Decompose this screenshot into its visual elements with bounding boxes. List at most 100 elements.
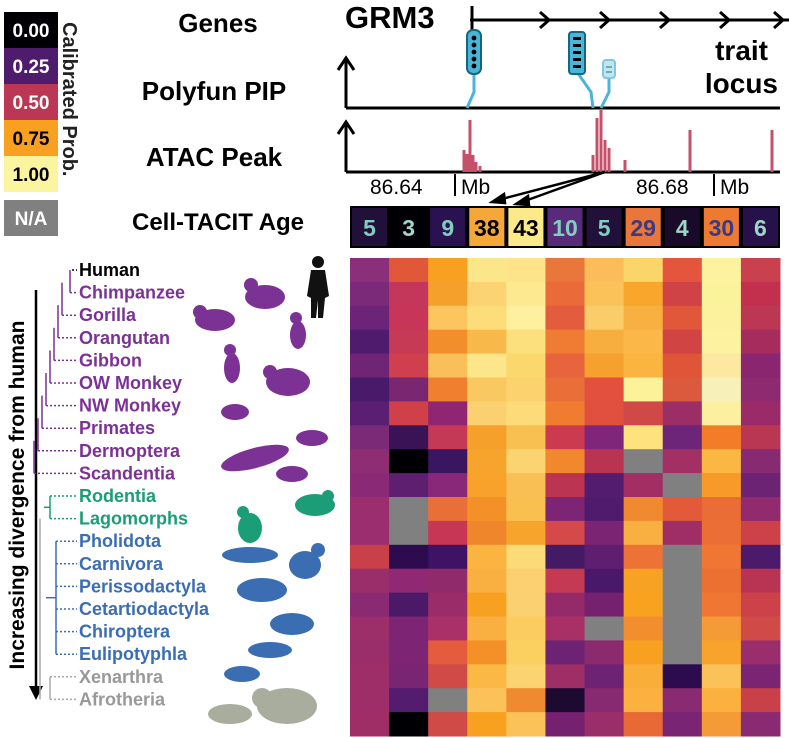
heatmap-cell bbox=[506, 377, 546, 402]
heatmap-cell bbox=[584, 544, 625, 570]
species-label: Chimpanzee bbox=[79, 283, 185, 303]
heatmap-cell bbox=[506, 664, 546, 689]
age-value: 3 bbox=[402, 215, 415, 241]
heatmap-cell bbox=[740, 712, 781, 737]
age-value: 9 bbox=[441, 215, 454, 241]
heatmap-cell bbox=[584, 712, 625, 737]
heatmap-cell bbox=[623, 592, 664, 617]
heatmap-cell bbox=[350, 473, 390, 498]
heatmap-cell bbox=[545, 592, 586, 617]
age-cell bbox=[586, 208, 622, 246]
heatmap-cell bbox=[701, 712, 742, 737]
heatmap-cell bbox=[701, 305, 742, 331]
heatmap-cell bbox=[506, 568, 546, 594]
atac-track bbox=[336, 110, 780, 174]
heatmap-cell bbox=[584, 616, 625, 641]
legend-stop-label: 0.75 bbox=[13, 129, 50, 150]
heatmap-cell bbox=[623, 329, 664, 355]
legend-swatch bbox=[4, 84, 58, 120]
heatmap-cell bbox=[350, 664, 390, 689]
species-label: OW Monkey bbox=[79, 373, 182, 393]
heatmap-cell bbox=[701, 640, 742, 665]
heatmap-cell bbox=[545, 688, 586, 713]
heatmap-cell bbox=[428, 497, 468, 522]
heatmap-cell bbox=[740, 449, 781, 474]
heatmap-cell bbox=[389, 616, 429, 641]
heatmap-cell bbox=[428, 520, 468, 546]
age-cell bbox=[430, 208, 466, 246]
age-cell bbox=[391, 208, 427, 246]
heatmap-cell bbox=[428, 616, 468, 641]
species-label: Chiroptera bbox=[79, 622, 171, 642]
heatmap-cell bbox=[389, 305, 429, 331]
heatmap-cell bbox=[740, 425, 781, 450]
species-label: Human bbox=[79, 260, 140, 280]
heatmap-cell bbox=[584, 640, 625, 665]
heatmap-cell bbox=[584, 520, 625, 546]
heatmap-cell bbox=[506, 544, 546, 570]
heatmap-cell bbox=[623, 497, 664, 522]
heatmap-cell bbox=[740, 664, 781, 689]
heatmap-cell bbox=[701, 329, 742, 355]
heatmap-cell bbox=[584, 497, 625, 522]
heatmap-cell bbox=[701, 592, 742, 617]
heatmap-cell bbox=[740, 544, 781, 570]
legend-swatch bbox=[4, 120, 58, 156]
heatmap-cell bbox=[545, 520, 586, 546]
age-value: 10 bbox=[552, 215, 578, 241]
species-label: Orangutan bbox=[79, 328, 170, 348]
heatmap-cell bbox=[701, 281, 742, 307]
heatmap-cell bbox=[662, 377, 703, 402]
heatmap-cell bbox=[428, 544, 468, 570]
heatmap-cell bbox=[389, 640, 429, 665]
heatmap-cell bbox=[467, 520, 507, 546]
heatmap-cell bbox=[506, 473, 546, 498]
heatmap-cell bbox=[662, 497, 703, 522]
legend-stop-label: 1.00 bbox=[13, 165, 50, 186]
heatmap-cell bbox=[467, 353, 507, 378]
heatmap-cell bbox=[662, 664, 703, 689]
heatmap-cell bbox=[428, 640, 468, 665]
heatmap-cell bbox=[584, 401, 625, 426]
heatmap-cell bbox=[701, 497, 742, 522]
heatmap-cell bbox=[350, 425, 390, 450]
heatmap-cell bbox=[623, 664, 664, 689]
species-label: Eulipotyphla bbox=[79, 644, 188, 664]
heatmap-cell bbox=[623, 425, 664, 450]
age-value: 30 bbox=[709, 215, 735, 241]
species-label: Dermoptera bbox=[79, 441, 181, 461]
heatmap-cell bbox=[506, 449, 546, 474]
heatmap-cell bbox=[701, 425, 742, 450]
heatmap-cell bbox=[623, 377, 664, 402]
polyfun-track bbox=[336, 29, 780, 110]
species-label: NW Monkey bbox=[79, 396, 181, 416]
heatmap-cell bbox=[662, 592, 703, 617]
primate-silhouettes bbox=[193, 278, 328, 482]
heatmap-cell bbox=[428, 401, 468, 426]
heatmap-cell bbox=[545, 616, 586, 641]
heatmap-cell bbox=[623, 281, 664, 307]
heatmap-cell bbox=[389, 258, 429, 283]
heatmap-cell bbox=[662, 449, 703, 474]
glires-silhouettes bbox=[237, 490, 335, 543]
heatmap-cell bbox=[740, 520, 781, 546]
heatmap-cell bbox=[545, 258, 586, 283]
heatmap-cell bbox=[740, 401, 781, 426]
heatmap-cell bbox=[662, 305, 703, 331]
heatmap-cell bbox=[584, 281, 625, 307]
heatmap-cell bbox=[701, 377, 742, 402]
heatmap-cell bbox=[584, 688, 625, 713]
heatmap bbox=[350, 258, 781, 737]
heatmap-cell bbox=[506, 401, 546, 426]
heatmap-cell bbox=[389, 425, 429, 450]
phylogeny-tree bbox=[33, 269, 77, 701]
age-value: 4 bbox=[676, 215, 689, 241]
heatmap-cell bbox=[350, 353, 390, 378]
heatmap-cell bbox=[701, 520, 742, 546]
axis-tick-2-unit: Mb bbox=[720, 176, 749, 199]
heatmap-cell bbox=[350, 544, 390, 570]
heatmap-cell bbox=[506, 353, 546, 378]
heatmap-cell bbox=[740, 353, 781, 378]
heatmap-cell bbox=[350, 688, 390, 713]
heatmap-cell bbox=[506, 497, 546, 522]
